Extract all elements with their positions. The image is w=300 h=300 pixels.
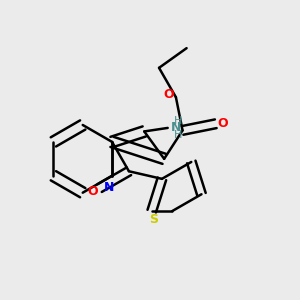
Text: O: O [218,117,228,130]
Text: H: H [174,130,182,140]
Text: S: S [149,214,158,226]
Text: O: O [87,184,98,198]
Text: H: H [174,116,182,126]
Text: N: N [104,181,114,194]
Text: N: N [171,122,181,134]
Text: O: O [163,88,174,101]
